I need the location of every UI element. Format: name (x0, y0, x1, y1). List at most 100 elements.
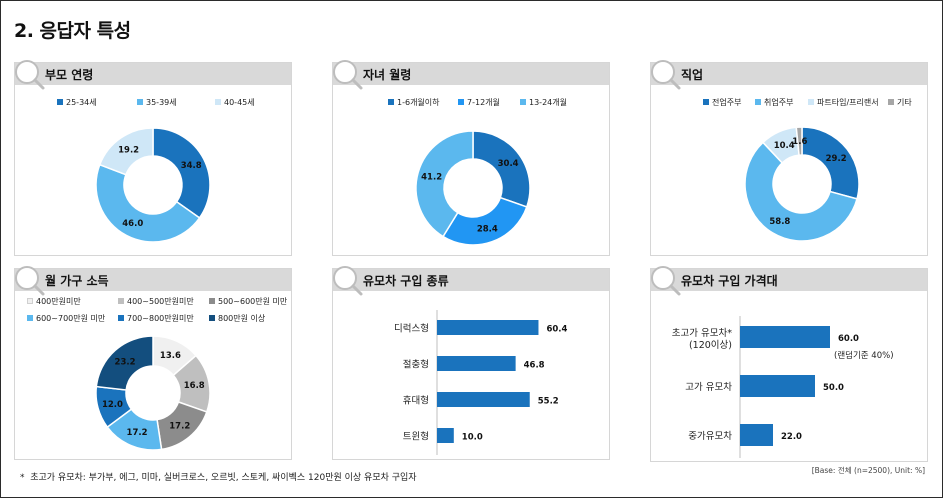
legend-label: 800만원 이상 (218, 314, 266, 323)
legend-swatch (27, 298, 33, 304)
donut-slice (415, 130, 474, 238)
chart-title: 자녀 월령 (363, 68, 412, 82)
legend-swatch (215, 99, 221, 105)
legend-item: 600~700만원 미만 (27, 313, 105, 324)
category-label: 트윈형 (403, 432, 429, 443)
donut-chart: 29.2 58.8 10.41.6 (744, 126, 860, 242)
data-label: 22.0 (781, 432, 802, 442)
legend-swatch (703, 99, 709, 105)
chart-title: 월 가구 소득 (45, 274, 109, 288)
donut-chart: 34.8 46.0 19.2 (95, 127, 211, 243)
legend-item: 7-12개월 (458, 97, 500, 108)
legend-item: 500~600만원 미만 (209, 296, 287, 307)
legend-label: 전업주부 (712, 98, 742, 107)
donut-slice (744, 141, 858, 242)
magnifier-icon (15, 60, 45, 90)
data-label: 29.2 (826, 154, 847, 164)
donut-slice (95, 335, 154, 391)
legend-swatch (118, 298, 124, 304)
chart-title: 유모차 구입 종류 (363, 274, 449, 288)
legend-swatch (755, 99, 761, 105)
data-label: 28.4 (477, 225, 498, 235)
chart-title: 직업 (681, 68, 704, 82)
magnifier-icon (333, 266, 363, 296)
legend-swatch (888, 99, 894, 105)
data-label: 13.6 (160, 351, 181, 361)
data-label: 34.8 (181, 161, 202, 171)
panel-header (651, 63, 927, 85)
data-label: 60.4 (546, 325, 567, 335)
chart-title: 부모 연령 (45, 68, 94, 82)
legend-label: 600~700만원 미만 (36, 314, 106, 323)
legend-swatch (808, 99, 814, 105)
legend-label: 취업주부 (764, 98, 794, 107)
data-label: 46.0 (122, 219, 143, 229)
footnote-bullet: * (20, 473, 25, 483)
data-label: 41.2 (421, 172, 442, 182)
donut-slice (152, 127, 211, 219)
panel-occupation: 직업 전업주부 취업주부 파트타임/프리랜서 기타 29.2 58.8 10.4 1.… (650, 60, 928, 256)
legend-item: 40-45세 (215, 97, 255, 108)
footnote: * 초고가 유모차: 부가부, 에그, 미마, 실버크로스, 오르빗, 스토케,… (20, 470, 417, 483)
category-sublabel: (120이상) (689, 340, 732, 351)
legend-swatch (118, 315, 124, 321)
legend-item: 400~500만원미만 (118, 296, 194, 307)
panel-header (15, 269, 291, 291)
magnifier-icon (15, 266, 45, 296)
legend-swatch (57, 99, 63, 105)
donut-chart: 30.4 28.4 41.2 (415, 130, 531, 246)
data-label: 12.0 (102, 400, 123, 410)
panel-header (333, 269, 609, 291)
bar-chart: 초고가 유모차*(120이상) 60.0 (랜덤기준 40%) 고가 유모차 50.0 중… (672, 316, 894, 458)
legend-label: 400~500만원미만 (127, 297, 194, 306)
panel-household-income: 월 가구 소득 400만원미만 400~500만원미만 500~600만원 미만… (14, 266, 292, 460)
data-label: 16.8 (184, 381, 205, 391)
legend-label: 25-34세 (66, 98, 97, 107)
data-label: 19.2 (118, 146, 139, 156)
category-label: 중가유모차 (688, 430, 732, 442)
legend-item: 35-39세 (137, 97, 177, 108)
legend-swatch (520, 99, 526, 105)
legend-label: 기타 (897, 98, 912, 107)
category-label: 디럭스형 (394, 323, 429, 335)
panel-header (651, 269, 927, 291)
legend-item: 기타 (888, 97, 912, 108)
category-label: 초고가 유모차* (672, 327, 732, 339)
panel-parent-age: 부모 연령 25-34세 35-39세 40-45세 34.8 46.0 19.2 (14, 60, 292, 256)
legend-item: 800만원 이상 (209, 313, 265, 324)
data-label: 17.2 (169, 421, 190, 431)
panel-stroller-type: 유모차 구입 종류 디럭스형 60.4 절충형 46.8 휴대형 55.2 트윈형 10.0 (332, 266, 610, 460)
magnifier-icon (333, 60, 363, 90)
base-note: [Base: 전체 (n=2500), Unit: %] (811, 466, 925, 475)
legend-swatch (209, 315, 215, 321)
legend-swatch (27, 315, 33, 321)
donut-slice (472, 130, 531, 208)
legend-label: 1-6개월이하 (397, 98, 440, 107)
donut-chart: 13.6 16.8 17.2 17.2 12.0 23.2 (95, 335, 211, 451)
data-label: 55.2 (538, 397, 559, 407)
legend-label: 35-39세 (146, 98, 177, 107)
category-label: 휴대형 (403, 396, 429, 407)
legend-label: 500~600만원 미만 (218, 297, 288, 306)
legend-item: 전업주부 (703, 97, 741, 108)
magnifier-icon (651, 60, 681, 90)
bar (740, 375, 815, 397)
legend-item: 13-24개월 (520, 97, 567, 108)
legend-label: 700~800만원미만 (127, 314, 194, 323)
footnote-text: 초고가 유모차: 부가부, 에그, 미마, 실버크로스, 오르빗, 스토케, 싸… (30, 473, 417, 483)
bar (740, 326, 830, 348)
magnifier-icon (651, 266, 681, 296)
data-label: 30.4 (498, 159, 519, 169)
legend-item: 700~800만원미만 (118, 313, 194, 324)
legend-label: 400만원미만 (36, 297, 81, 306)
bar (437, 356, 516, 371)
data-label: 23.2 (115, 358, 136, 368)
legend-item: 취업주부 (755, 97, 793, 108)
annotation: (랜덤기준 40%) (834, 350, 894, 361)
panel-header (333, 63, 609, 85)
data-label: 46.8 (524, 361, 545, 371)
legend-item: 파트타임/프리랜서 (808, 97, 879, 108)
legend-swatch (209, 298, 215, 304)
donut-slice (95, 163, 201, 243)
legend-item: 1-6개월이하 (388, 97, 440, 108)
